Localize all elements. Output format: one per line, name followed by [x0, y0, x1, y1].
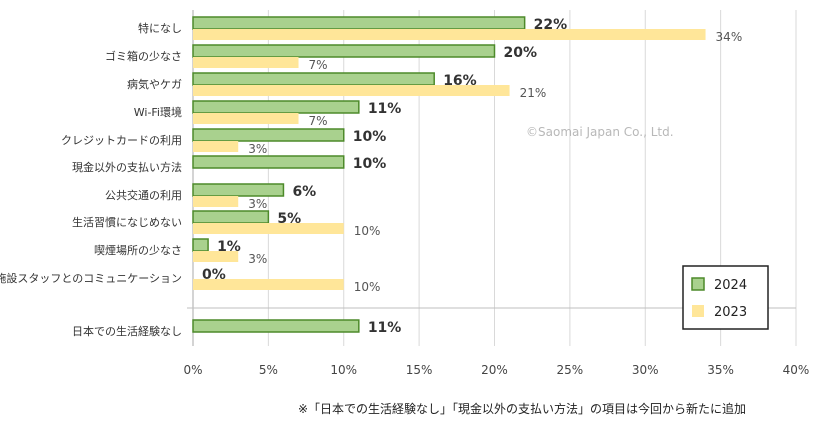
x-tick-label: 15% [406, 363, 433, 377]
x-tick-label: 25% [557, 363, 584, 377]
x-tick-labels: 0% 5% 10% 15% 20% 25% 30% 35% 40% [183, 363, 809, 377]
bar-2024 [192, 210, 270, 224]
bar-2024 [192, 44, 496, 58]
bar-2023 [193, 29, 706, 40]
category-label: 施設スタッフとのコミュニケーション [0, 271, 182, 285]
bar-2024 [192, 183, 285, 197]
category-label: ゴミ箱の少なさ [105, 49, 182, 63]
x-tick-label: 10% [330, 363, 357, 377]
x-tick-label: 5% [259, 363, 278, 377]
value-label-2024: 1% [217, 239, 241, 255]
bars [192, 16, 706, 333]
x-tick-label: 0% [183, 363, 202, 377]
legend-label-2023: 2023 [714, 305, 747, 320]
legend-swatch-2024 [691, 277, 705, 291]
value-label-2024: 10% [353, 156, 387, 172]
legend-box [682, 265, 769, 330]
category-label: 特になし [138, 21, 182, 35]
value-label-2024: 5% [277, 211, 301, 227]
value-label-2023: 7% [309, 114, 328, 128]
category-label: 病気やケガ [127, 77, 182, 91]
value-label-2023: 3% [248, 252, 267, 266]
x-tick-label: 20% [481, 363, 508, 377]
value-label-2023: 10% [354, 280, 381, 294]
bar-2023 [193, 85, 510, 96]
footnote: ※「日本での生活経験なし」「現金以外の支払い方法」の項目は今回から新たに追加 [298, 401, 746, 416]
category-label: 日本での生活経験なし [72, 324, 182, 338]
value-label-2023: 21% [520, 86, 547, 100]
bar-2023 [193, 57, 299, 68]
bar-2023 [193, 141, 239, 152]
category-label: クレジットカードの利用 [61, 134, 182, 147]
value-label-2024: 22% [534, 17, 568, 33]
bar-2023 [193, 279, 344, 290]
bar-2024 [192, 128, 345, 142]
x-tick-label: 40% [783, 363, 810, 377]
value-label-2023: 3% [248, 142, 267, 156]
value-label-2024: 0% [202, 267, 226, 283]
bar-2024 [192, 319, 360, 333]
value-label-2023: 3% [248, 197, 267, 211]
x-tick-label: 35% [707, 363, 734, 377]
value-label-2023: 10% [354, 224, 381, 238]
value-label-2023: 7% [309, 58, 328, 72]
legend-label-2024: 2024 [714, 278, 747, 293]
x-tick-label: 30% [632, 363, 659, 377]
legend-swatch-2023 [692, 305, 704, 317]
value-label-2024: 10% [353, 129, 387, 145]
bar-2023 [193, 196, 239, 207]
legend: 2024 2023 [682, 265, 769, 330]
bar-2024 [192, 16, 526, 30]
category-label: 喫煙場所の少なさ [94, 244, 182, 257]
bar-2024 [192, 72, 435, 86]
value-label-2024: 6% [292, 184, 316, 200]
bar-2024 [192, 155, 345, 169]
value-label-2024: 16% [443, 73, 477, 89]
bar-2023 [193, 113, 299, 124]
bar-2024 [192, 238, 209, 252]
bar-2023 [193, 251, 239, 262]
bar-2023 [193, 223, 344, 234]
category-label: 現金以外の支払い方法 [72, 160, 182, 174]
value-label-2024: 11% [368, 101, 402, 117]
watermark: ©Saomai Japan Co., Ltd. [526, 125, 674, 139]
category-label: 公共交通の利用 [105, 188, 182, 202]
value-labels: 22% 34% 20% 7% 16% 21% 11% 7% 10% 3% 10% 6% 3% 5% 10% 1… [202, 17, 742, 336]
value-label-2024: 11% [368, 320, 402, 336]
category-label: 生活習慣になじめない [72, 215, 182, 229]
value-label-2023: 34% [716, 30, 743, 44]
bar-2024 [192, 100, 360, 114]
value-label-2024: 20% [504, 45, 538, 61]
category-label: Wi-Fi環境 [134, 105, 182, 119]
